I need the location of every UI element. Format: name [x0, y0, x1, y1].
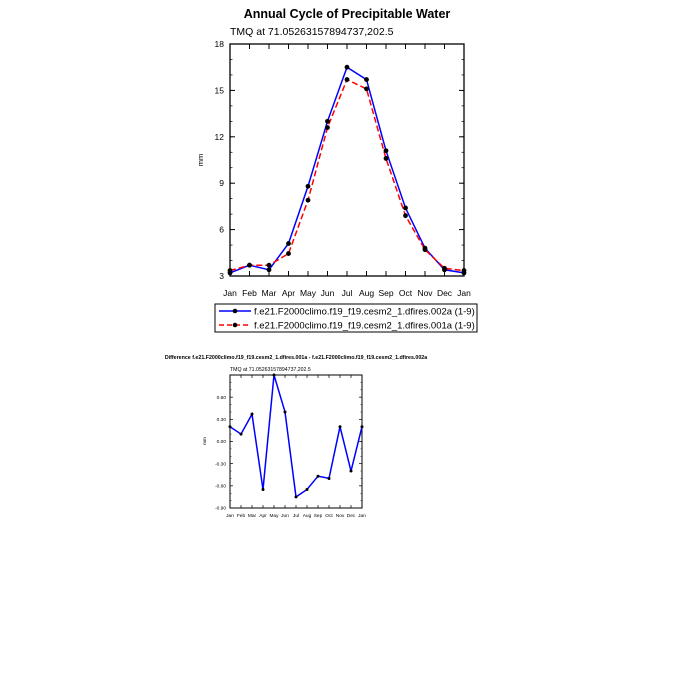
series-line-1 — [229, 374, 363, 499]
y-tick-label: 0.30 — [217, 417, 227, 423]
legend-box — [214, 303, 478, 333]
x-tick-label: Nov — [417, 288, 433, 298]
x-tick-label: Oct — [399, 288, 413, 298]
top-series-group — [227, 64, 467, 276]
data-point-series-2 — [227, 268, 233, 273]
data-point-series-1 — [294, 495, 298, 499]
data-point-series-1 — [272, 373, 276, 377]
y-tick-label: 0.60 — [217, 395, 227, 401]
x-tick-label: Dec — [347, 513, 356, 519]
x-tick-label: Sep — [314, 513, 323, 519]
x-tick-label: Aug — [303, 513, 312, 519]
data-point-series-1 — [286, 241, 291, 246]
data-point-series-1 — [250, 412, 254, 416]
data-point-series-1 — [327, 476, 331, 480]
top-y-axis: 3 6 9 12 15 18 — [215, 39, 464, 281]
x-tick-label: Jun — [281, 513, 289, 519]
x-tick-label: Jan — [358, 513, 366, 519]
y-tick-label: 15 — [215, 85, 225, 95]
y-tick-label: 12 — [215, 132, 225, 142]
data-point-series-2 — [461, 268, 467, 273]
x-tick-label: Jul — [293, 513, 299, 519]
legend-label-series-1: f.e21.F2000climo.f19_f19.cesm2_1.dfires.… — [254, 307, 475, 318]
bottom-chart-title: Difference f.e21.F2000climo.f19_f19.cesm… — [165, 355, 427, 361]
data-point-series-1 — [305, 488, 309, 492]
y-tick-label: 3 — [219, 271, 224, 281]
legend-entry-series-1: f.e21.F2000climo.f19_f19.cesm2_1.dfires.… — [219, 307, 475, 318]
x-tick-label: Feb — [237, 513, 246, 519]
legend-entry-series-2: f.e21.F2000climo.f19_f19.cesm2_1.dfires.… — [219, 321, 475, 332]
series-line-2 — [229, 78, 465, 272]
x-tick-label: Mar — [262, 288, 277, 298]
legend-label-series-2: f.e21.F2000climo.f19_f19.cesm2_1.dfires.… — [254, 321, 475, 332]
series-line-1 — [229, 66, 465, 274]
x-tick-label: Sep — [378, 288, 393, 298]
data-point-series-2 — [325, 125, 330, 130]
data-point-series-1 — [261, 488, 265, 492]
x-tick-label: Jul — [342, 288, 353, 298]
data-point-series-2 — [364, 86, 369, 92]
x-tick-label: Jan — [226, 513, 234, 519]
x-tick-label: Feb — [242, 288, 257, 298]
x-tick-label: Apr — [282, 288, 295, 298]
data-point-series-1 — [325, 118, 330, 124]
data-point-series-1 — [344, 64, 350, 70]
x-tick-label: Jun — [321, 288, 335, 298]
bottom-plot: -0.90-0.60-0.300.000.300.60 Jan Feb Mar Apr… — [215, 373, 366, 519]
bottom-x-axis: Jan Feb Mar Apr May Jun Jul Aug Sep Oct Nov Dec Jan — [226, 375, 366, 519]
y-tick-label: 6 — [219, 225, 224, 235]
data-point-series-2 — [344, 77, 350, 82]
top-chart-subtitle: TMQ at 71.05263157894737,202.5 — [230, 26, 394, 38]
bottom-plot-frame — [229, 374, 363, 509]
data-point-series-1 — [305, 183, 311, 189]
data-point-series-2 — [247, 262, 252, 268]
bottom-chart-subtitle: TMQ at 71.05263157894737,202.5 — [230, 367, 311, 373]
data-point-series-1 — [228, 425, 232, 429]
top-plot: 3 6 9 12 15 18 Jan Feb Mar Apr May Jun Jul Aug Sep Oct… — [215, 39, 472, 298]
y-tick-label: 18 — [215, 39, 225, 49]
data-point-series-2 — [442, 265, 447, 271]
bottom-y-axis-label: mm — [202, 437, 207, 445]
data-point-series-2 — [286, 251, 291, 256]
top-legend: f.e21.F2000climo.f19_f19.cesm2_1.dfires.… — [214, 303, 478, 333]
x-tick-label: May — [300, 288, 317, 298]
data-point-series-1 — [383, 148, 389, 154]
x-tick-label: Nov — [336, 513, 345, 519]
data-point-series-1 — [364, 77, 369, 82]
data-point-series-2 — [403, 213, 408, 219]
x-tick-label: May — [269, 513, 279, 519]
x-tick-label: Apr — [259, 513, 267, 519]
data-point-series-1 — [239, 432, 243, 436]
x-tick-label: Aug — [359, 288, 374, 298]
legend-marker-series-2 — [232, 322, 238, 328]
y-tick-label: 9 — [219, 178, 224, 188]
x-tick-label: Mar — [248, 513, 257, 519]
y-tick-label: -0.60 — [215, 484, 226, 490]
data-point-series-1 — [338, 425, 342, 429]
data-point-series-2 — [422, 247, 428, 253]
data-point-series-1 — [316, 474, 320, 478]
y-tick-label: -0.30 — [215, 461, 226, 467]
data-point-series-1 — [349, 469, 353, 473]
data-point-series-1 — [360, 425, 364, 429]
y-tick-label: -0.90 — [215, 506, 226, 512]
data-point-series-2 — [266, 262, 272, 268]
top-chart-title: Annual Cycle of Precipitable Water — [244, 7, 451, 21]
legend-marker-series-1 — [232, 308, 238, 314]
data-point-series-1 — [403, 205, 408, 211]
x-tick-label: Jan — [457, 288, 471, 298]
bottom-series-group — [228, 373, 364, 499]
x-tick-label: Jan — [223, 288, 237, 298]
top-x-axis: Jan Feb Mar Apr May Jun Jul Aug Sep Oct Nov Dec Jan — [223, 44, 471, 298]
x-tick-label: Oct — [325, 513, 333, 519]
data-point-series-2 — [383, 156, 389, 161]
data-point-series-1 — [283, 410, 287, 414]
data-point-series-2 — [305, 197, 311, 203]
data-point-series-1 — [266, 267, 272, 273]
y-tick-label: 0.00 — [217, 439, 227, 445]
x-tick-label: Dec — [437, 288, 453, 298]
top-y-axis-label: mm — [196, 154, 205, 167]
